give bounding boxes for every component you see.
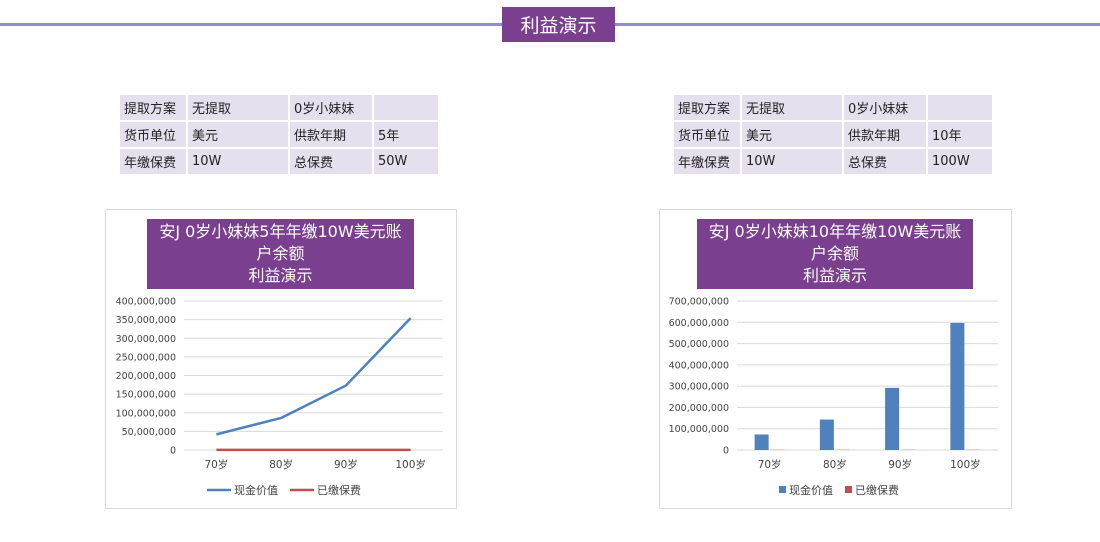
legend-swatch [845,486,852,493]
table-row: 提取方案 无提取 0岁小妹妹 [674,95,992,120]
bar-chart-10-year: 安J 0岁小妹妹10年年缴10W美元账 户余额 利益演示 0 100,000,00… [659,209,1012,509]
x-tick-label: 80岁 [823,458,847,471]
y-tick-label: 300,000,000 [116,334,176,345]
y-tick-label: 250,000,000 [116,352,176,363]
chart-title-line: 利益演示 [248,266,313,285]
table-cell: 总保费 [290,149,372,174]
legend-label: 现金价值 [234,483,278,497]
table-cell: 总保费 [844,149,926,174]
chart-title-line: 户余额 [810,244,859,263]
table-cell: 美元 [188,122,288,147]
table-cell: 无提取 [188,95,288,120]
y-tick-label: 500,000,000 [669,339,729,350]
series-line-cash-value [216,317,412,436]
legend-label: 已缴保费 [855,483,899,497]
bar-cash-value [885,387,900,450]
y-tick-label: 300,000,000 [669,382,729,393]
table-cell: 5年 [374,122,438,147]
table-row: 货币单位 美元 供款年期 10年 [674,122,992,147]
table-row: 年缴保费 10W 总保费 100W [674,149,992,174]
bar-cash-value [754,434,769,450]
line-chart-5-year: 安J 0岁小妹妹5年年缴10W美元账 户余额 利益演示 0 50,000,000 1… [105,209,457,509]
chart-title: 安J 0岁小妹妹10年年缴10W美元账 户余额 利益演示 [697,219,973,289]
bar-cash-value [950,322,965,450]
table-cell: 100W [928,149,992,174]
x-tick-label: 90岁 [334,458,358,471]
table-cell: 货币单位 [120,122,186,147]
chart-title-line: 户余额 [256,244,305,263]
table-cell: 无提取 [742,95,842,120]
y-tick-label: 200,000,000 [669,403,729,414]
table-cell: 供款年期 [290,122,372,147]
table-cell: 0岁小妹妹 [290,95,372,120]
y-tick-label: 350,000,000 [116,315,176,326]
table-cell: 10年 [928,122,992,147]
table-row: 货币单位 美元 供款年期 5年 [120,122,438,147]
table-cell: 供款年期 [844,122,926,147]
chart-title-line: 安J 0岁小妹妹10年年缴10W美元账 [708,222,962,241]
y-tick-label: 400,000,000 [116,297,176,308]
y-tick-label: 700,000,000 [669,297,729,308]
table-cell: 10W [188,149,288,174]
table-cell: 年缴保费 [120,149,186,174]
table-cell: 50W [374,149,438,174]
bar-cash-value [819,419,834,450]
y-tick-label: 100,000,000 [116,408,176,419]
table-row: 年缴保费 10W 总保费 50W [120,149,438,174]
x-tick-label: 80岁 [269,458,293,471]
x-tick-label: 100岁 [950,458,981,471]
table-cell: 提取方案 [674,95,740,120]
table-cell: 货币单位 [674,122,740,147]
chart-title-line: 利益演示 [802,266,867,285]
line-chart-plot: 0 50,000,000 100,000,000 150,000,000 200,000… [116,297,443,497]
page-title: 利益演示 [502,7,615,42]
y-tick-label: 200,000,000 [116,371,176,382]
table-cell [928,95,992,120]
table-cell: 年缴保费 [674,149,740,174]
table-cell [374,95,438,120]
chart-title-line: 安J 0岁小妹妹5年年缴10W美元账 [159,222,402,241]
y-tick-label: 600,000,000 [669,318,729,329]
legend-label: 已缴保费 [317,483,361,497]
x-tick-label: 70岁 [204,458,228,471]
table-cell: 0岁小妹妹 [844,95,926,120]
chart-title: 安J 0岁小妹妹5年年缴10W美元账 户余额 利益演示 [147,219,414,289]
y-tick-label: 100,000,000 [669,424,729,435]
left-plan-table: 提取方案 无提取 0岁小妹妹 货币单位 美元 供款年期 5年 年缴保费 10W … [118,93,440,176]
right-plan-table: 提取方案 无提取 0岁小妹妹 货币单位 美元 供款年期 10年 年缴保费 10W… [672,93,994,176]
table-row: 提取方案 无提取 0岁小妹妹 [120,95,438,120]
y-tick-label: 400,000,000 [669,360,729,371]
y-tick-label: 0 [170,446,176,457]
x-tick-label: 70岁 [758,458,782,471]
legend-swatch [779,486,786,493]
x-tick-label: 100岁 [395,458,426,471]
table-cell: 10W [742,149,842,174]
y-tick-label: 150,000,000 [116,390,176,401]
x-tick-label: 90岁 [888,458,912,471]
legend-label: 现金价值 [789,483,833,497]
y-tick-label: 50,000,000 [122,427,176,438]
y-tick-label: 0 [723,446,729,457]
table-cell: 提取方案 [120,95,186,120]
bar-chart-plot: 0 100,000,000 200,000,000 300,000,000 400,00… [669,297,998,497]
table-cell: 美元 [742,122,842,147]
